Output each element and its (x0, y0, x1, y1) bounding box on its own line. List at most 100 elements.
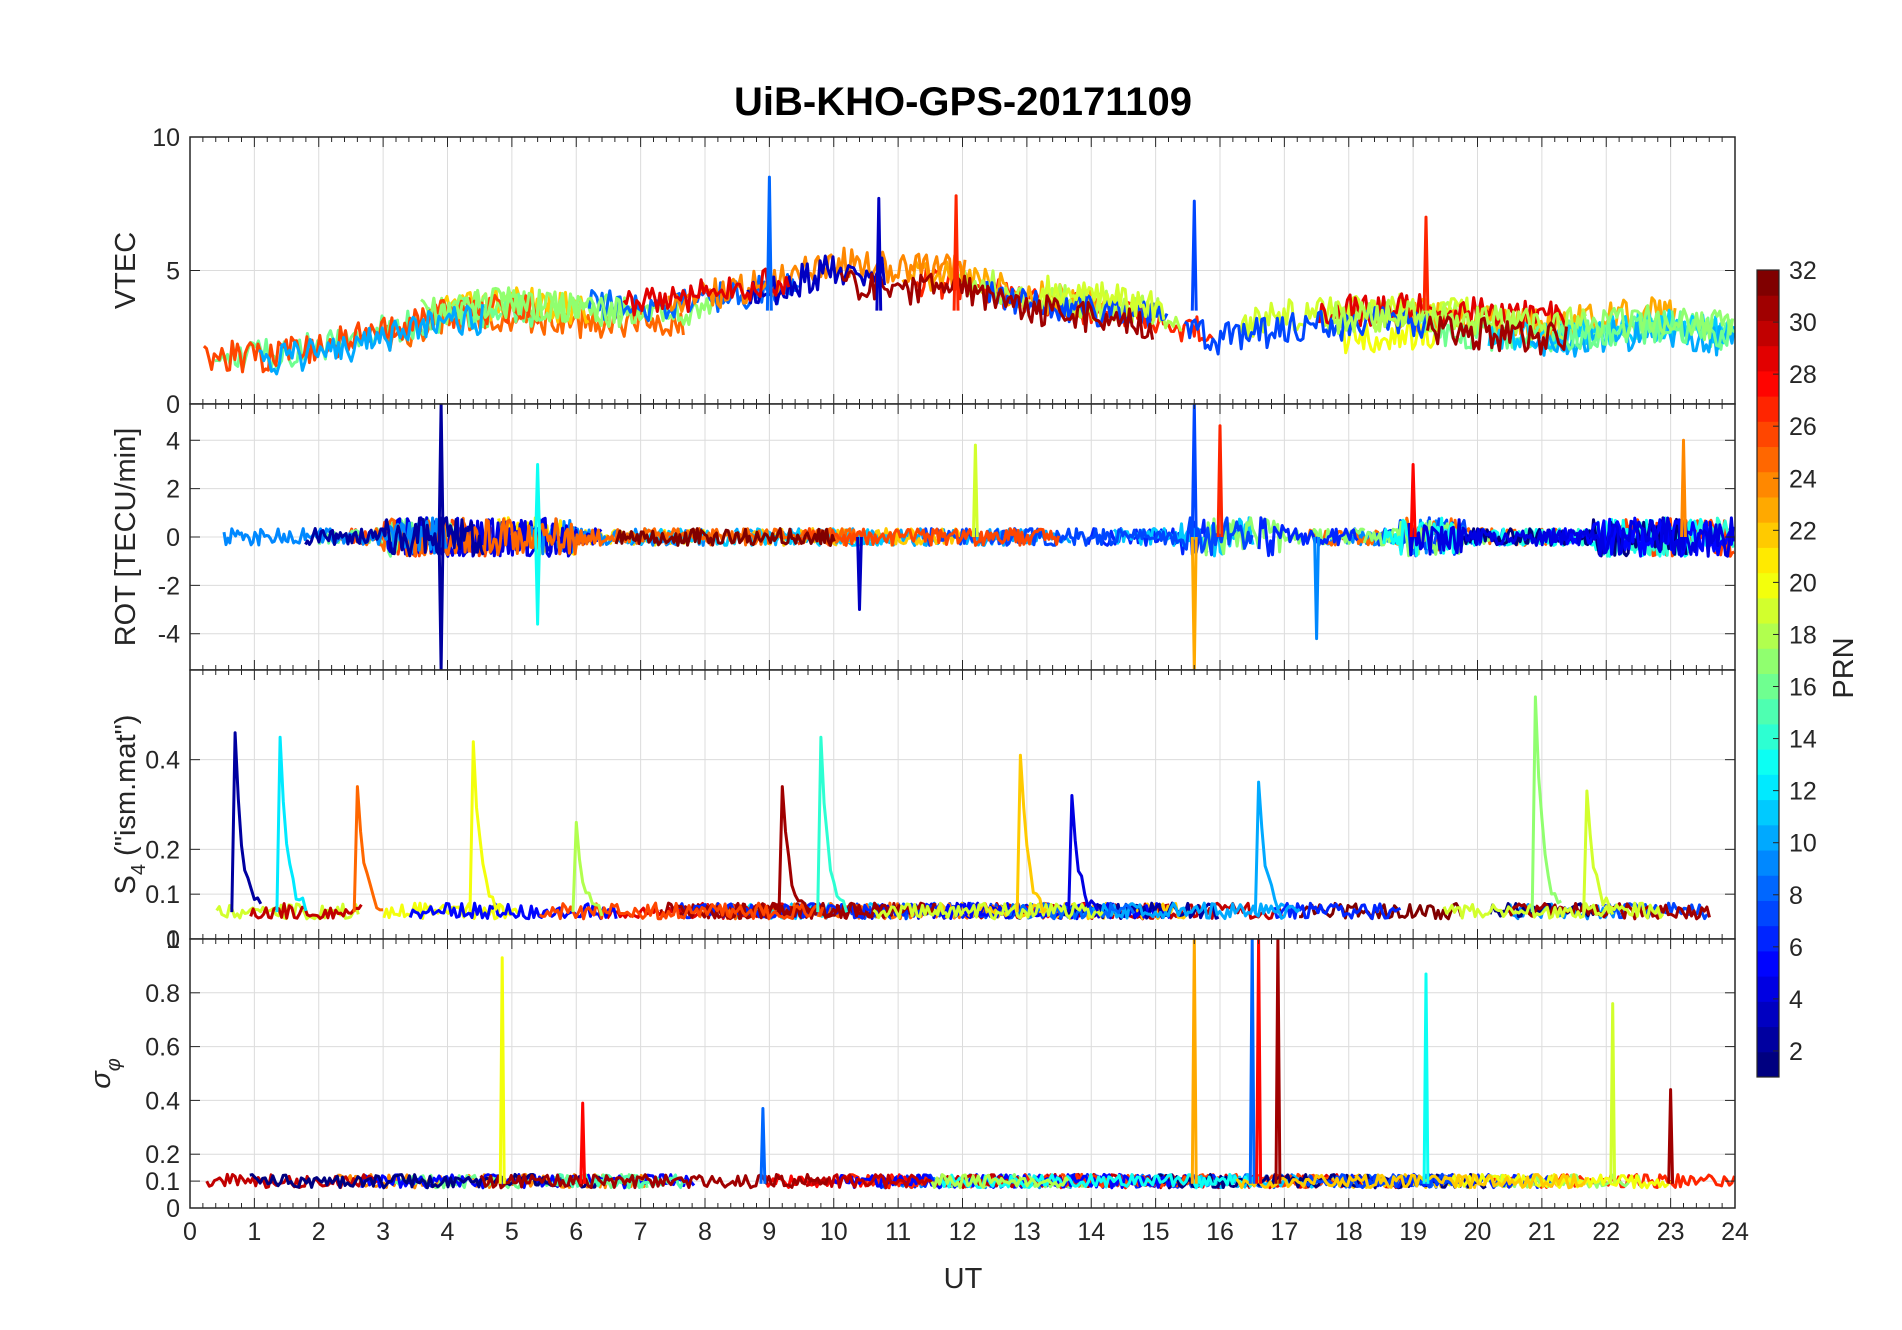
spike-prn-2 (437, 404, 445, 538)
trace-prn-31 (479, 1173, 830, 1190)
traces (222, 404, 1735, 670)
y-tick-label: 0.1 (145, 881, 180, 909)
colorbar-tick-label: 8 (1789, 882, 1803, 910)
y-tick-label: 0.4 (145, 747, 180, 775)
colorbar-segment (1757, 1026, 1779, 1053)
colorbar-tick-label: 28 (1789, 361, 1817, 389)
peak-prn-8 (765, 175, 773, 311)
trace-prn-22 (1235, 1173, 1589, 1190)
y-axis-label: σφ (85, 1058, 125, 1089)
chart-title: UiB-KHO-GPS-20171109 (734, 80, 1192, 124)
spike-prn-28 (1409, 463, 1417, 538)
colorbar-segment (1757, 925, 1779, 952)
trace-prn-31 (1425, 315, 1568, 356)
x-tick-label: 7 (634, 1218, 648, 1246)
traces (202, 175, 1735, 376)
x-tick-label: 17 (1270, 1218, 1298, 1246)
spike-prn-19 (971, 443, 979, 538)
colorbar-tick-label: 30 (1789, 309, 1817, 337)
trace-prn-26 (538, 901, 825, 921)
peak-prn-18 (571, 820, 604, 917)
y-tick-label: 5 (166, 258, 180, 286)
trace-prn-2 (304, 516, 485, 558)
traces (205, 939, 1735, 1190)
y-tick-label: 10 (152, 124, 180, 152)
x-tick-label: 4 (441, 1218, 455, 1246)
y-tick-label: 0 (166, 524, 180, 552)
y-tick-label: -2 (158, 572, 180, 600)
peak-prn-22 (1015, 753, 1048, 914)
y-tick-label: 0 (166, 926, 180, 954)
colorbar-segment (1757, 648, 1779, 674)
spike-prn-27 (1216, 424, 1224, 538)
y-tick-label: 0.4 (145, 1087, 180, 1115)
x-tick-label: 20 (1464, 1218, 1492, 1246)
trace-prn-29 (622, 267, 791, 317)
x-axis-label: UT (944, 1263, 983, 1295)
colorbar-tick-label: 2 (1789, 1038, 1803, 1066)
trace-prn-10 (258, 304, 485, 376)
spike-prn-20 (498, 956, 506, 1184)
trace-prn-31 (839, 269, 1155, 340)
spike-prn-8 (1248, 939, 1256, 1184)
colorbar-segment (1757, 850, 1779, 876)
x-tick-label: 21 (1528, 1218, 1556, 1246)
spike-prn-28 (579, 1101, 587, 1184)
x-tick-label: 6 (569, 1218, 583, 1246)
peak-prn-3 (875, 196, 883, 311)
colorbar-tick-label: 26 (1789, 413, 1817, 441)
x-tick-label: 10 (820, 1218, 848, 1246)
colorbar-tick-label: 24 (1789, 465, 1817, 493)
x-tick-label: 23 (1657, 1218, 1685, 1246)
peak-prn-27 (1422, 215, 1430, 311)
colorbar-segment (1757, 673, 1779, 700)
spike-prn-3 (856, 536, 863, 611)
trace-prn-26 (797, 527, 1060, 547)
colorbar-frame (1756, 269, 1780, 1078)
trace-prn-32 (614, 527, 836, 547)
y-tick-label: 0.8 (145, 980, 180, 1008)
spike-prn-28 (1255, 939, 1263, 1184)
panel-VTEC: 0 5 10 VTEC (110, 124, 1736, 419)
colorbar-segment (1757, 950, 1779, 977)
colorbar-segment (1757, 345, 1779, 372)
colorbar-segment (1757, 774, 1779, 801)
peak-prn-4 (1067, 794, 1100, 913)
colorbar-segment (1757, 421, 1779, 448)
peak-prn-12 (275, 735, 308, 913)
x-tick-label: 3 (376, 1218, 390, 1246)
peak-prn-25 (352, 785, 384, 913)
x-tick-label: 14 (1077, 1218, 1105, 1246)
trace-prn-30 (249, 902, 363, 920)
colorbar-tick-label: 32 (1789, 257, 1817, 285)
colorbar-segment (1757, 496, 1779, 523)
panel-S4: 00.10.20.4S4 ("ism.mat") (110, 669, 1736, 954)
colorbar-segment (1757, 370, 1779, 397)
spike-prn-19 (1609, 1002, 1617, 1184)
colorbar-segment (1757, 824, 1779, 851)
spike-prn-8 (759, 1107, 767, 1184)
trace-prn-19 (872, 901, 1104, 921)
colorbar-segment (1757, 522, 1779, 548)
y-tick-label: 0.2 (145, 1141, 180, 1169)
spike-prn-9 (1313, 536, 1320, 641)
spike-prn-24 (1680, 438, 1687, 538)
x-tick-label: 5 (505, 1218, 519, 1246)
spike-prn-2 (437, 536, 445, 670)
colorbar-tick-label: 20 (1789, 569, 1817, 597)
colorbar-segment (1757, 320, 1779, 347)
spike-prn-31 (1667, 1088, 1675, 1184)
peak-prn-10 (1253, 780, 1286, 913)
trace-prn-4 (1407, 516, 1735, 558)
x-tick-label: 9 (762, 1218, 776, 1246)
trace-prn-7 (1183, 306, 1430, 356)
peak-prn-2 (230, 731, 263, 913)
y-tick-label: 0.2 (145, 836, 180, 864)
colorbar-segment (1757, 396, 1779, 422)
peak-prn-31 (777, 785, 810, 914)
y-axis-label: ROT [TECU/min] (110, 428, 142, 647)
colorbar-segment (1757, 572, 1779, 599)
